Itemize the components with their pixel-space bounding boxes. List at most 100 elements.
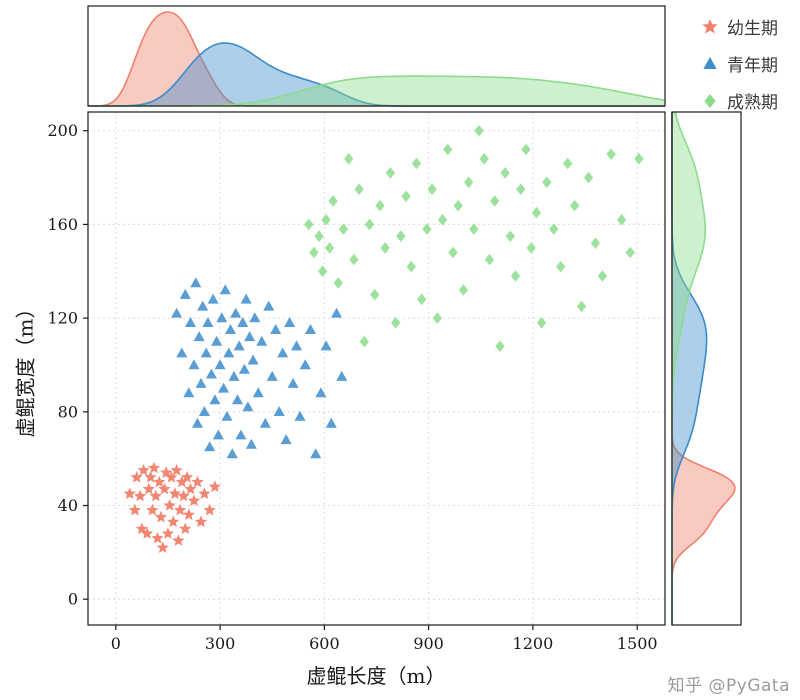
y-tick-label: 40 xyxy=(58,496,78,515)
triangle-icon xyxy=(703,56,717,69)
scatter-point xyxy=(221,410,233,421)
scatter-point xyxy=(549,223,559,235)
scatter-point xyxy=(179,288,191,299)
scatter-point xyxy=(185,317,196,327)
scatter-point xyxy=(531,206,541,219)
scatter-point xyxy=(193,331,205,342)
scatter-point xyxy=(181,471,194,483)
legend-label: 青年期 xyxy=(727,56,778,76)
legend-item-youth: 青年期 xyxy=(700,51,778,76)
scatter-point xyxy=(427,183,437,196)
scatter-point xyxy=(411,157,422,170)
x-axis-label: 虚鲲长度（m） xyxy=(306,664,446,688)
y-tick-label: 160 xyxy=(47,215,78,234)
scatter-point xyxy=(194,515,208,528)
right-marginal-frame xyxy=(671,111,742,626)
scatter-point xyxy=(183,387,195,398)
scatter-point xyxy=(135,522,148,535)
scatter-point xyxy=(315,387,327,398)
kde-fill-青年期 xyxy=(672,112,707,625)
scatter-point xyxy=(576,300,587,313)
scatter-point xyxy=(287,377,299,388)
axes-frames xyxy=(87,5,742,626)
scatter-point xyxy=(336,370,348,381)
triangle-glyph xyxy=(703,56,717,69)
top-marginal-frame xyxy=(87,5,666,107)
scatter-point xyxy=(321,214,331,226)
scatter-point xyxy=(432,312,442,324)
x-tick-label: 1200 xyxy=(513,634,554,653)
scatter-point xyxy=(495,340,505,352)
scatter-point xyxy=(328,195,338,207)
scatter-point xyxy=(309,246,319,259)
scatter-point xyxy=(252,387,264,398)
scatter-point xyxy=(190,277,202,288)
scatter-point xyxy=(142,482,155,495)
top-marginal-kde xyxy=(88,11,666,107)
scatter-point xyxy=(130,471,143,483)
scatter-point xyxy=(391,317,401,329)
scatter-point xyxy=(249,312,261,323)
scatter-point xyxy=(590,237,601,249)
scatter-point xyxy=(526,242,536,254)
legend-item-mature: 成熟期 xyxy=(700,88,778,113)
scatter-point xyxy=(184,482,197,495)
scatter-point xyxy=(333,277,343,289)
gridlines xyxy=(88,112,665,625)
scatter-point xyxy=(137,464,150,476)
scatter-point xyxy=(359,335,369,348)
legend: 幼生期 青年期 成熟期 xyxy=(700,14,778,113)
scatter-point xyxy=(146,503,159,516)
scatter-point xyxy=(256,335,268,346)
scatter-point xyxy=(443,143,453,156)
scatter-point xyxy=(153,475,166,488)
scatter-point xyxy=(208,480,221,492)
scatter-point xyxy=(187,494,201,506)
kde-fill-幼生期 xyxy=(88,12,665,106)
scatter-point xyxy=(510,270,521,282)
scatter-point xyxy=(294,410,306,421)
scatter-point xyxy=(304,324,316,334)
y-tick-label: 200 xyxy=(47,121,78,140)
scatter-point xyxy=(144,471,157,483)
scatter-point xyxy=(500,167,510,179)
scatter-point xyxy=(191,475,204,488)
scatter-point xyxy=(160,466,173,478)
scatter-point xyxy=(320,340,332,351)
scatter-point xyxy=(154,510,168,523)
scatter-point xyxy=(625,246,635,259)
scatter-point xyxy=(174,503,187,516)
scatter-point xyxy=(505,230,515,242)
scatter-point xyxy=(232,394,243,405)
scatter-point xyxy=(226,448,238,459)
scatter-point xyxy=(200,347,212,358)
legend-label: 幼生期 xyxy=(727,19,778,39)
scatter-point xyxy=(304,218,314,231)
scatter-point xyxy=(223,347,235,358)
scatter-point xyxy=(277,347,289,358)
y-tick-label: 0 xyxy=(68,590,78,609)
scatter-point xyxy=(163,499,176,511)
scatter-point xyxy=(225,324,236,334)
scatter-point xyxy=(128,503,141,516)
scatter-point xyxy=(219,284,231,295)
scatter-point xyxy=(259,417,271,428)
scatter-point xyxy=(151,531,164,544)
scatter-point xyxy=(299,359,311,370)
scatter-point xyxy=(570,199,580,212)
scatter-point xyxy=(325,417,337,428)
scatter-point xyxy=(344,153,354,165)
scatter-point xyxy=(230,307,242,318)
x-tick-label: 0 xyxy=(111,634,121,653)
scatter-point xyxy=(464,176,474,189)
scatter-point xyxy=(228,370,240,381)
scatter-point xyxy=(396,230,406,242)
scatter-point xyxy=(211,335,223,346)
scatter-point xyxy=(474,124,484,137)
scatter-point xyxy=(364,218,375,231)
scatter-point xyxy=(218,382,230,393)
kde-fill-幼生期 xyxy=(672,112,735,625)
legend-label: 成熟期 xyxy=(727,93,778,113)
kde-fill-成熟期 xyxy=(88,76,665,106)
